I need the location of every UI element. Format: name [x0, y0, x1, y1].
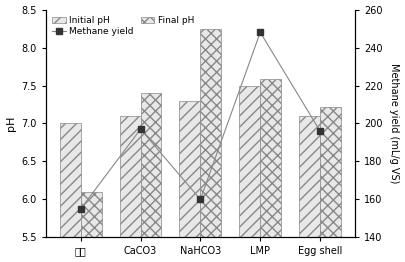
Methane yield [198, 198, 203, 201]
Bar [239, 85, 260, 237]
Legend: Initial pH, Methane yield, Final pH: Initial pH, Methane yield, Final pH [50, 14, 196, 37]
Methane yield [138, 128, 143, 131]
Bar [60, 123, 81, 237]
Line: Methane yield: Methane yield [78, 30, 323, 212]
Bar [299, 116, 320, 237]
Bar [200, 29, 222, 237]
Bar [179, 101, 200, 237]
Y-axis label: Methane yield (mL/g VS): Methane yield (mL/g VS) [390, 63, 399, 184]
Bar [81, 192, 102, 237]
Methane yield [258, 31, 263, 34]
Methane yield [318, 129, 322, 133]
Bar [260, 79, 281, 237]
Methane yield [78, 207, 83, 210]
Bar [119, 116, 141, 237]
Bar [141, 93, 162, 237]
Y-axis label: pH: pH [6, 116, 15, 131]
Bar [320, 107, 341, 237]
